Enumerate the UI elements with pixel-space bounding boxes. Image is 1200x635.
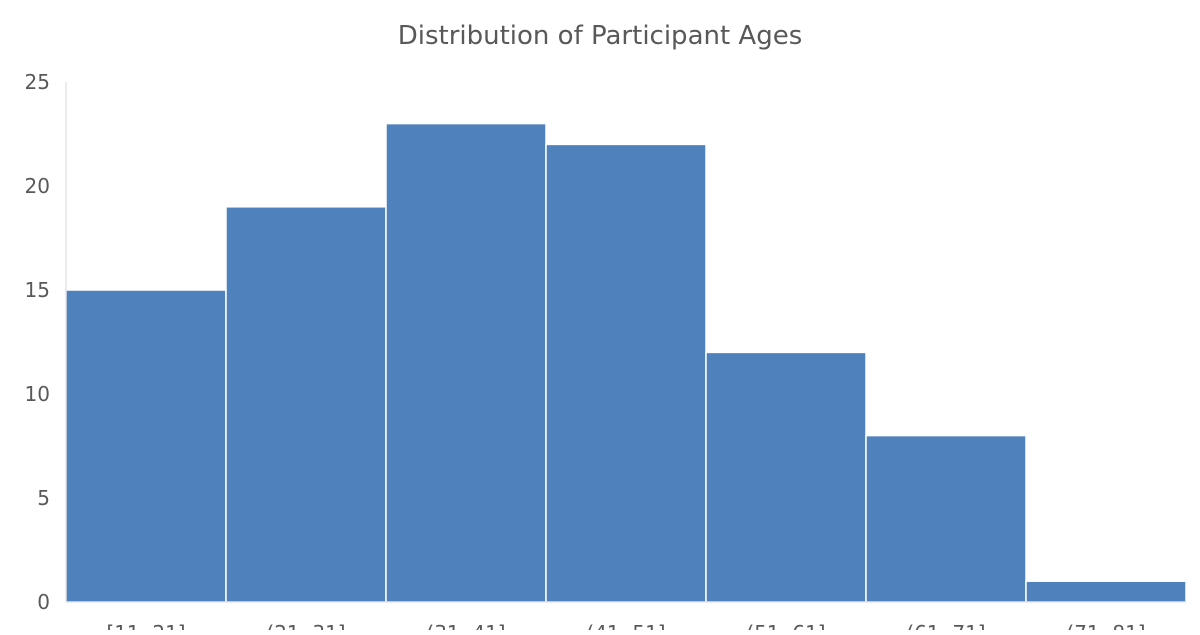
y-tick-label-0: 0 xyxy=(37,590,50,614)
bar-5 xyxy=(865,434,1027,603)
x-axis-ticks: [11, 21] (21, 31] (31, 41] (41, 51] (51, 61]… xyxy=(106,621,1145,635)
bar-1 xyxy=(225,206,387,603)
y-tick-label-4: 20 xyxy=(25,174,50,198)
bar-6 xyxy=(1025,580,1187,603)
y-tick-label-2: 10 xyxy=(25,382,50,406)
bars-layer xyxy=(65,122,1187,603)
chart-title: Distribution of Participant Ages xyxy=(398,21,803,51)
bar-3 xyxy=(545,143,707,603)
x-tick-label-6: (71, 81] xyxy=(1066,621,1145,630)
x-tick-label-3: (41, 51] xyxy=(586,621,665,630)
bar-2 xyxy=(385,122,547,603)
bar-4 xyxy=(705,351,867,603)
x-tick-label-0: [11, 21] xyxy=(106,621,185,630)
y-tick-label-5: 25 xyxy=(25,70,50,94)
y-tick-label-3: 15 xyxy=(25,278,50,302)
x-tick-label-5: (61, 71] xyxy=(906,621,985,630)
x-tick-label-2: (31, 41] xyxy=(426,621,505,630)
y-tick-label-1: 5 xyxy=(37,486,50,510)
x-tick-label-4: (51, 61] xyxy=(746,621,825,630)
y-axis-ticks: 0 5 10 15 20 25 xyxy=(25,70,50,614)
bar-0 xyxy=(65,289,227,603)
x-tick-label-1: (21, 31] xyxy=(266,621,345,630)
